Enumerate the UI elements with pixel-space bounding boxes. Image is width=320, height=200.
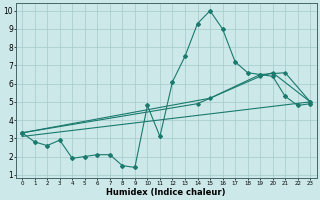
X-axis label: Humidex (Indice chaleur): Humidex (Indice chaleur) bbox=[107, 188, 226, 197]
